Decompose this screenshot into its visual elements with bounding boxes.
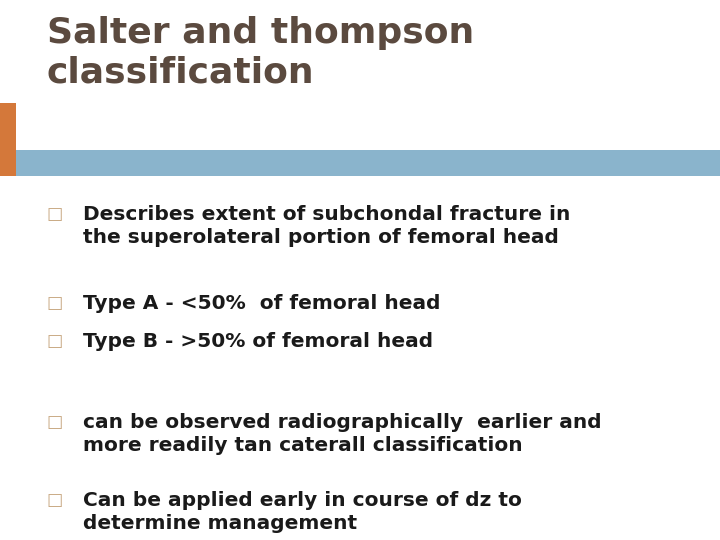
Text: Describes extent of subchondal fracture in
the superolateral portion of femoral : Describes extent of subchondal fracture …: [83, 205, 570, 247]
Bar: [0, 150, 720, 176]
Text: □: □: [47, 205, 63, 223]
Text: □: □: [47, 332, 63, 350]
Text: Type A - <50%  of femoral head: Type A - <50% of femoral head: [83, 294, 441, 313]
Text: Type B - >50% of femoral head: Type B - >50% of femoral head: [83, 332, 433, 351]
Text: Salter and thompson
classification: Salter and thompson classification: [47, 16, 474, 90]
Text: □: □: [47, 413, 63, 431]
Text: can be observed radiographically  earlier and
more readily tan caterall classifi: can be observed radiographically earlier…: [83, 413, 601, 455]
Text: □: □: [47, 491, 63, 509]
Text: Can be applied early in course of dz to
determine management: Can be applied early in course of dz to …: [83, 491, 522, 533]
Text: □: □: [47, 294, 63, 312]
Bar: [0, 103, 16, 176]
